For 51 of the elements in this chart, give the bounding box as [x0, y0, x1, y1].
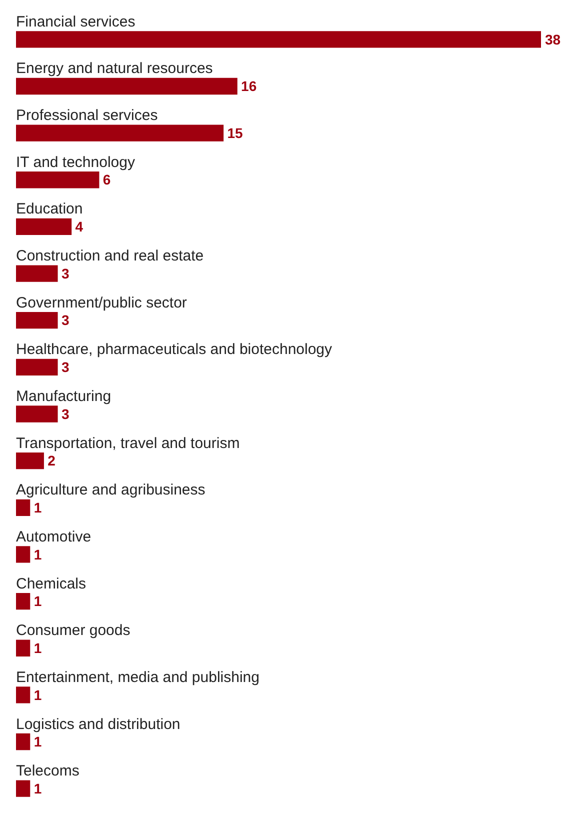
y-tick-label: Chemicals: [16, 575, 86, 592]
data-label: 15: [227, 124, 244, 141]
data-label: 6: [102, 172, 111, 188]
bar: [16, 218, 72, 236]
bar: [16, 592, 30, 610]
bar: [16, 640, 30, 656]
bar: [16, 312, 58, 329]
y-tick-label: Transportation, travel and tourism: [16, 434, 240, 452]
y-tick-label: Automotive: [16, 528, 92, 546]
bar: [16, 78, 238, 95]
data-label: 1: [34, 686, 42, 703]
bar: [16, 358, 58, 376]
y-tick-label: Financial services: [16, 13, 136, 30]
data-label: 3: [61, 312, 70, 328]
y-tick-label: Manufacturing: [16, 388, 112, 405]
data-label: 1: [34, 546, 42, 562]
data-label: 3: [61, 265, 70, 282]
data-label: 1: [34, 734, 42, 750]
data-label: 3: [61, 359, 70, 376]
data-label: 1: [34, 640, 42, 656]
y-tick-label: IT and technology: [16, 154, 136, 171]
bar: [16, 780, 30, 797]
data-label: 38: [545, 31, 561, 48]
y-tick-label: Government/public sector: [16, 294, 187, 312]
data-label: 1: [34, 780, 42, 796]
y-tick-label: Education: [16, 200, 83, 218]
y-tick-label: Consumer goods: [16, 622, 130, 640]
bar: [16, 406, 58, 422]
bar: [16, 31, 541, 48]
bar: [16, 452, 44, 470]
bar: [16, 172, 100, 188]
data-label: 3: [61, 406, 70, 422]
bar: [16, 499, 30, 516]
data-label: 2: [48, 452, 56, 469]
bar: [16, 124, 224, 142]
y-tick-label: Professional services: [16, 107, 158, 124]
y-tick-label: Construction and real estate: [16, 248, 204, 265]
y-tick-label: Energy and natural resources: [16, 60, 213, 78]
bar: [16, 265, 58, 282]
bar: [16, 546, 30, 563]
bar: [16, 733, 30, 750]
y-tick-label: Telecoms: [16, 762, 80, 780]
data-label: 1: [34, 500, 42, 516]
y-tick-label: Entertainment, media and publishing: [16, 668, 260, 686]
data-label: 1: [34, 593, 42, 610]
y-tick-label: Logistics and distribution: [16, 716, 180, 733]
y-tick-label: Healthcare, pharmaceuticals and biotechnology: [16, 341, 333, 358]
bar: [16, 686, 30, 704]
data-label: 16: [241, 78, 257, 94]
data-label: 4: [75, 218, 84, 235]
y-tick-label: Agriculture and agribusiness: [16, 482, 206, 499]
